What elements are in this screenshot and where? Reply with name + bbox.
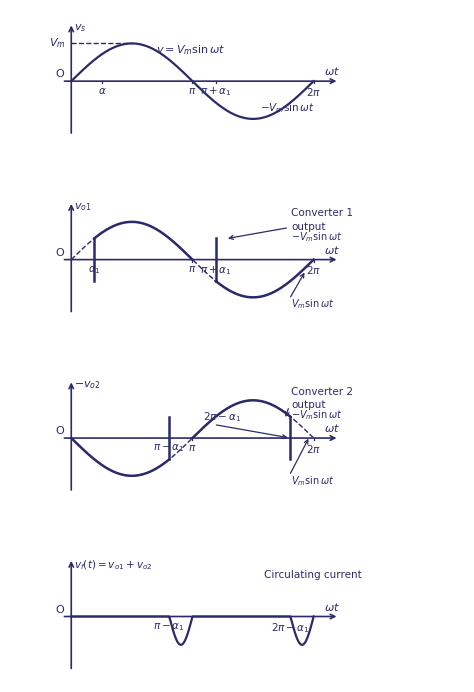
Text: $-V_m\sin\omega t$: $-V_m\sin\omega t$ [291,230,343,244]
Text: $2\pi$: $2\pi$ [306,264,321,276]
Text: $\pi+\alpha_1$: $\pi+\alpha_1$ [200,86,231,98]
Text: $\omega t$: $\omega t$ [325,422,340,435]
Text: $v = V_m\sin\omega t$: $v = V_m\sin\omega t$ [156,44,226,57]
Text: $\pi$: $\pi$ [188,443,197,453]
Text: $V_m$: $V_m$ [49,37,65,51]
Text: O: O [55,69,64,80]
Text: $V_m\sin\omega t$: $V_m\sin\omega t$ [291,298,335,311]
Text: $2\pi$: $2\pi$ [306,86,321,98]
Text: $\pi-\alpha_1$: $\pi-\alpha_1$ [154,621,185,633]
Text: $v_f(t) = v_{o1} + v_{o2}$: $v_f(t) = v_{o1} + v_{o2}$ [74,558,153,572]
Text: $-V_m\sin\omega t$: $-V_m\sin\omega t$ [291,408,343,422]
Text: O: O [55,426,64,436]
Text: $2\pi-\alpha_1$: $2\pi-\alpha_1$ [203,410,242,424]
Text: $-V_m\sin\omega t$: $-V_m\sin\omega t$ [260,102,315,116]
Text: $2\pi-\alpha_1$: $2\pi-\alpha_1$ [271,621,310,635]
Text: $\pi$: $\pi$ [188,264,197,274]
Text: $\alpha_1$: $\alpha_1$ [88,264,101,276]
Text: $\omega t$: $\omega t$ [325,244,340,256]
Text: $-v_{o2}$: $-v_{o2}$ [74,379,101,392]
Text: $\pi+\alpha_1$: $\pi+\alpha_1$ [200,264,231,277]
Text: $\omega t$: $\omega t$ [325,601,340,612]
Text: $v_{o1}$: $v_{o1}$ [74,201,92,213]
Text: Circulating current: Circulating current [264,570,362,580]
Text: $V_m\sin\omega t$: $V_m\sin\omega t$ [291,474,335,488]
Text: $\alpha$: $\alpha$ [98,86,107,95]
Text: Converter 1
output: Converter 1 output [291,208,353,232]
Text: $\pi-\alpha_1$: $\pi-\alpha_1$ [154,443,185,455]
Text: Converter 2
output: Converter 2 output [291,387,353,410]
Text: $v_s$: $v_s$ [74,23,87,35]
Text: O: O [55,248,64,257]
Text: $\pi$: $\pi$ [188,86,197,95]
Text: O: O [55,605,64,614]
Text: $\omega t$: $\omega t$ [325,65,340,78]
Text: $2\pi$: $2\pi$ [306,443,321,455]
